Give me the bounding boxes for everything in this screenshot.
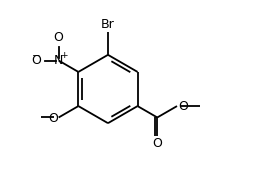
Text: O: O	[54, 31, 63, 44]
Text: O: O	[48, 112, 58, 125]
Text: Br: Br	[101, 18, 115, 31]
Text: O: O	[178, 100, 188, 112]
Text: −: −	[33, 51, 41, 61]
Text: +: +	[60, 51, 68, 60]
Text: O: O	[152, 137, 162, 150]
Text: O: O	[32, 54, 42, 67]
Text: N: N	[54, 54, 63, 67]
